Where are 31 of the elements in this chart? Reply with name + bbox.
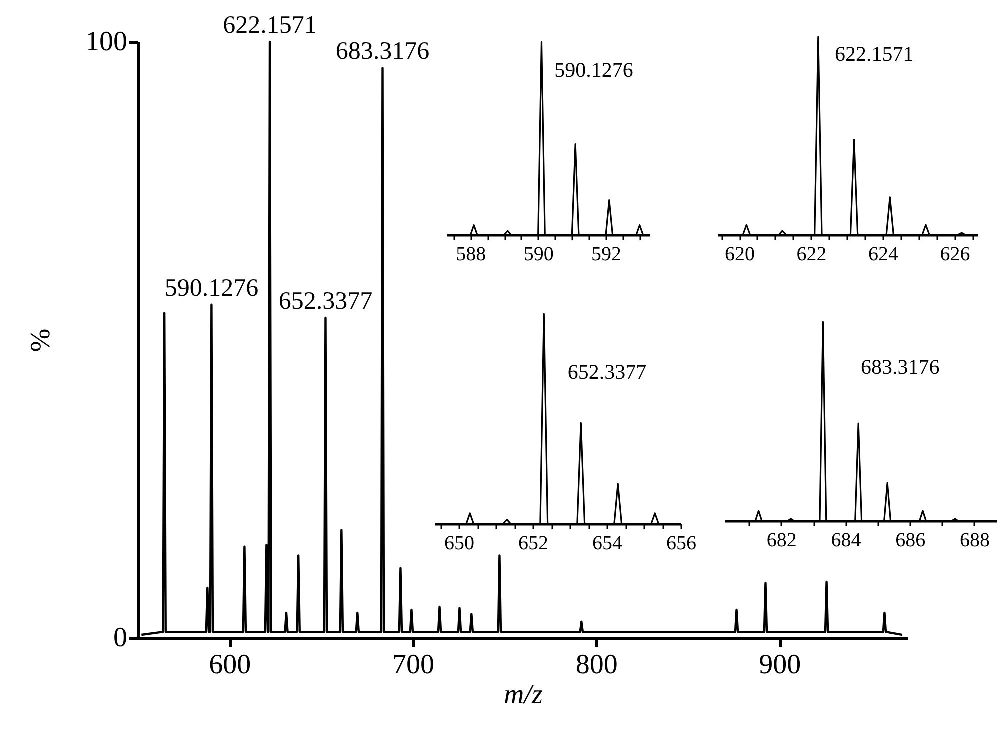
x-tick-label: 682 <box>766 530 797 552</box>
x-tick-label: 590 <box>524 244 554 266</box>
x-tick-label: 626 <box>940 244 970 266</box>
annotation: 683.3176 <box>861 354 940 379</box>
annotation: 622.1571 <box>223 12 317 39</box>
x-tick-label: 684 <box>831 530 862 552</box>
y-tick-label: 100 <box>86 26 128 58</box>
x-tick-label: 686 <box>896 530 926 552</box>
x-tick-label: 650 <box>444 532 475 554</box>
x-tick-label: 654 <box>592 532 623 554</box>
x-tick-label: 656 <box>666 532 696 554</box>
y-axis-title: % <box>26 328 56 352</box>
annotation: 683.3176 <box>336 38 430 66</box>
x-tick-label: 700 <box>392 650 434 680</box>
x-tick-label: 688 <box>960 530 990 552</box>
y-tick-label: 0 <box>114 622 128 654</box>
annotation: 590.1276 <box>554 58 634 82</box>
x-tick-label: 800 <box>576 650 618 680</box>
annotation: 622.1571 <box>835 42 914 66</box>
annotation: 652.3377 <box>568 360 647 384</box>
x-tick-label: 624 <box>868 244 898 266</box>
x-tick-label: 588 <box>456 244 486 266</box>
x-tick-label: 620 <box>725 244 756 266</box>
x-tick-label: 652 <box>518 532 549 554</box>
annotation: 590.1276 <box>164 274 259 302</box>
x-tick-label: 592 <box>592 244 622 266</box>
x-axis-title: m/z <box>504 680 544 710</box>
x-tick-label: 622 <box>796 244 827 266</box>
x-tick-label: 900 <box>759 650 802 680</box>
x-tick-label: 600 <box>209 650 252 680</box>
annotation: 652.3377 <box>278 288 373 315</box>
